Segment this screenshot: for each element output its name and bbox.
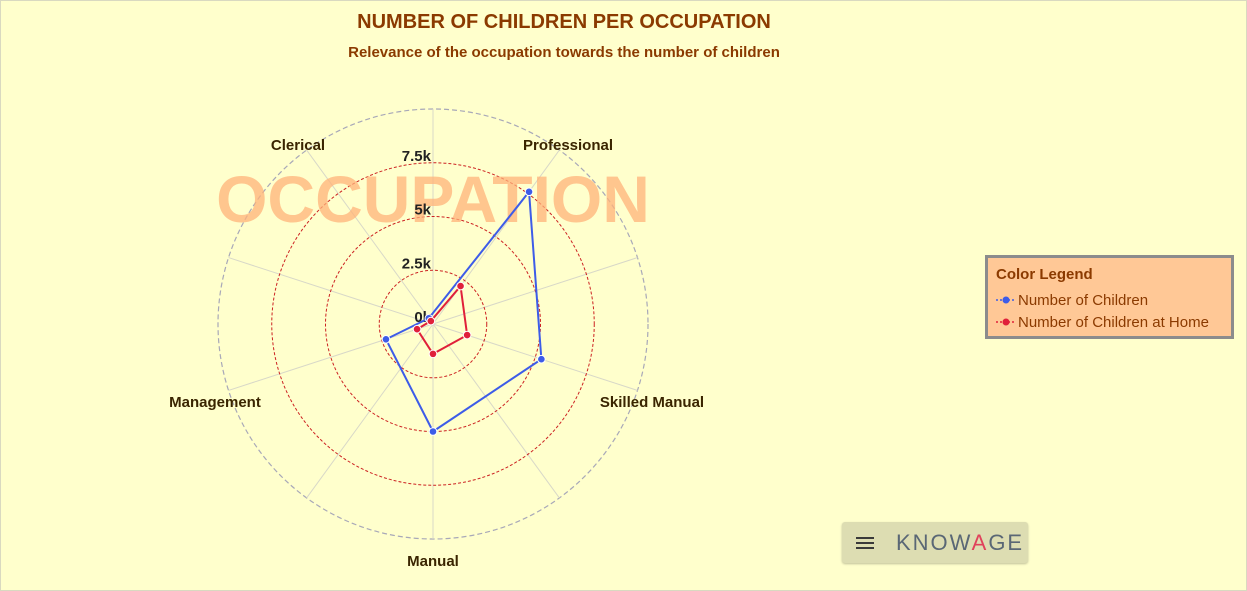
legend-item-number-of-children-at-home[interactable]: Number of Children at Home — [996, 311, 1223, 333]
chart-subtitle: Relevance of the occupation towards the … — [348, 44, 780, 61]
data-point[interactable] — [426, 316, 436, 326]
knowage-toolbar: KNOWAGE — [842, 522, 1028, 563]
tick-label: 2.5k — [402, 255, 432, 272]
data-point[interactable] — [381, 334, 391, 344]
legend-marker-icon — [996, 296, 1016, 304]
knowage-logo: KNOWAGE — [896, 529, 1025, 555]
category-label: Skilled Manual — [600, 394, 704, 411]
series-line — [415, 283, 469, 356]
grid-ring — [271, 162, 595, 486]
legend-label: Number of Children at Home — [1018, 313, 1209, 331]
data-point[interactable] — [412, 324, 422, 334]
data-point[interactable] — [524, 187, 534, 197]
legend-title: Color Legend — [996, 266, 1093, 283]
category-label: Professional — [523, 137, 613, 154]
category-label: Manual — [407, 553, 459, 570]
legend: Color Legend Number of Children Number o… — [985, 255, 1234, 339]
grid-ring — [378, 269, 488, 379]
legend-marker-icon — [996, 318, 1016, 326]
data-point[interactable] — [428, 349, 438, 359]
watermark-text: OCCUPATION — [216, 162, 650, 236]
category-label: Management — [169, 394, 261, 411]
legend-item-number-of-children[interactable]: Number of Children — [996, 289, 1223, 311]
tick-label: 7.5k — [402, 148, 432, 165]
spoke-line — [306, 149, 434, 325]
series-line — [384, 189, 543, 433]
data-point[interactable] — [462, 330, 472, 340]
chart-title: NUMBER OF CHILDREN PER OCCUPATION — [357, 11, 771, 33]
tick-label: 5k — [414, 202, 431, 219]
hamburger-menu-icon[interactable] — [856, 536, 874, 550]
data-point[interactable] — [537, 354, 546, 364]
spoke-line — [228, 323, 434, 391]
legend-label: Number of Children — [1018, 291, 1149, 309]
data-point[interactable] — [456, 281, 465, 291]
grid-ring — [325, 216, 541, 432]
data-point[interactable] — [428, 427, 438, 436]
category-label: Clerical — [271, 137, 325, 154]
